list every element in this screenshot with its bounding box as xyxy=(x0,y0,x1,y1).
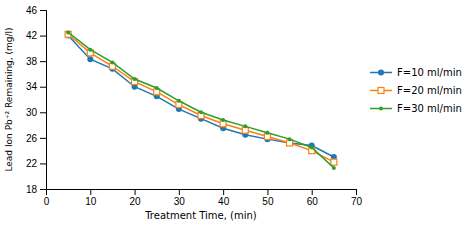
y-tick: 18 xyxy=(26,184,46,195)
point xyxy=(331,159,337,165)
tick-mark xyxy=(40,36,46,37)
marks xyxy=(65,30,337,170)
plot: 0 10 20 30 40 50 60 70 18 22 26 30 34 38 42 46 Treatment… xyxy=(4,5,362,221)
tick-label: 0 xyxy=(44,196,50,207)
legend-marker xyxy=(378,88,384,94)
tick-label: 42 xyxy=(26,30,38,41)
y-tick: 46 xyxy=(26,5,46,16)
tick-mark xyxy=(312,189,313,195)
tick-label: 10 xyxy=(85,196,97,207)
y-axis-title: Lead Ion Pb⁺² Remaining, (mg/l) xyxy=(4,27,14,171)
legend-label: F=30 ml/min xyxy=(397,103,462,114)
legend-item: F=20 ml/min xyxy=(370,85,462,96)
x-tick: 40 xyxy=(218,189,230,207)
point xyxy=(332,166,336,170)
point xyxy=(288,137,292,141)
chart: 0 10 20 30 40 50 60 70 18 22 26 30 34 38 42 46 Treatment… xyxy=(0,0,468,225)
tick-mark xyxy=(179,189,180,195)
tick-label: 38 xyxy=(26,56,38,67)
tick-label: 70 xyxy=(351,196,363,207)
x-tick: 30 xyxy=(174,189,186,207)
tick-label: 40 xyxy=(218,196,230,207)
legend-item: F=10 ml/min xyxy=(370,67,462,78)
legend-label: F=20 ml/min xyxy=(397,85,462,96)
tick-label: 22 xyxy=(26,158,38,169)
tick-mark xyxy=(40,87,46,88)
tick-mark xyxy=(135,189,136,195)
point xyxy=(155,86,159,90)
y-tick: 42 xyxy=(26,30,46,41)
point xyxy=(133,77,137,81)
tick-label: 34 xyxy=(26,81,38,92)
tick-mark xyxy=(267,189,268,195)
axis-line xyxy=(40,11,47,190)
tick-mark xyxy=(40,163,46,164)
axis-line xyxy=(47,190,357,196)
tick-mark xyxy=(40,138,46,139)
tick-mark xyxy=(40,61,46,62)
point xyxy=(243,124,247,128)
tick-mark xyxy=(223,189,224,195)
point xyxy=(87,56,93,62)
point xyxy=(88,48,92,52)
y-tick: 30 xyxy=(26,107,46,118)
point xyxy=(310,145,314,149)
tick-label: 18 xyxy=(26,184,38,195)
tick-mark xyxy=(90,189,91,195)
tick-label: 20 xyxy=(130,196,142,207)
y-tick: 34 xyxy=(26,81,46,92)
legend-marker xyxy=(379,107,383,111)
tick-mark xyxy=(356,189,357,195)
legend: F=10 ml/min F=20 ml/min F=30 ml/min xyxy=(370,67,462,114)
y-tick: 38 xyxy=(26,56,46,67)
series-line xyxy=(68,32,334,168)
x-axis: 0 10 20 30 40 50 60 70 xyxy=(44,189,363,207)
tick-label: 50 xyxy=(262,196,274,207)
point xyxy=(110,60,114,64)
point xyxy=(265,131,269,135)
point xyxy=(177,99,181,103)
legend-label: F=10 ml/min xyxy=(397,67,462,78)
series-line xyxy=(68,34,334,162)
tick-label: 30 xyxy=(26,107,38,118)
x-tick: 50 xyxy=(262,189,274,207)
x-axis-title: Treatment Time, (min) xyxy=(144,210,257,221)
y-axis: 18 22 26 30 34 38 42 46 xyxy=(26,5,47,195)
x-tick: 10 xyxy=(85,189,97,207)
x-tick: 20 xyxy=(130,189,142,207)
tick-label: 60 xyxy=(307,196,319,207)
tick-label: 26 xyxy=(26,133,38,144)
point xyxy=(221,118,225,122)
tick-mark xyxy=(40,10,46,11)
tick-mark xyxy=(40,189,46,190)
tick-label: 46 xyxy=(26,5,38,16)
legend-marker xyxy=(378,70,384,76)
point xyxy=(66,30,70,34)
series-line xyxy=(68,36,334,157)
y-tick: 26 xyxy=(26,133,46,144)
legend-item: F=30 ml/min xyxy=(370,103,462,114)
y-tick: 22 xyxy=(26,158,46,169)
x-tick: 60 xyxy=(307,189,319,207)
tick-label: 30 xyxy=(174,196,186,207)
point xyxy=(199,110,203,114)
tick-mark xyxy=(40,112,46,113)
x-tick: 0 xyxy=(44,189,50,207)
x-tick: 70 xyxy=(351,189,363,207)
